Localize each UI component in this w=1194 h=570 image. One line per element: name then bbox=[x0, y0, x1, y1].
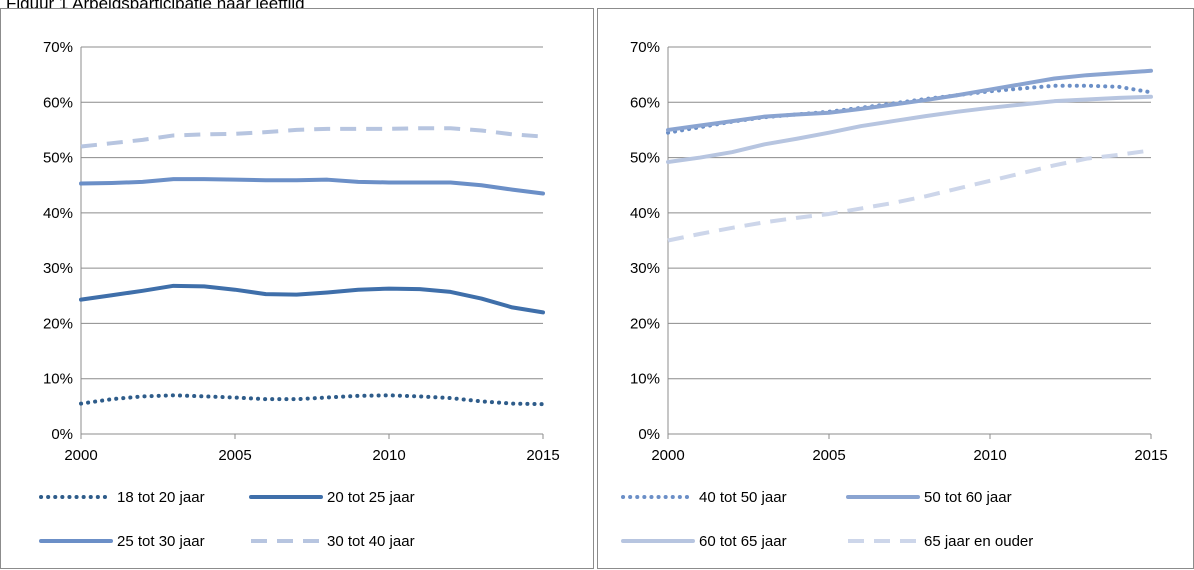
legend-label: 30 tot 40 jaar bbox=[327, 533, 415, 550]
series-line-50-tot-60-jaar bbox=[666, 68, 1153, 132]
line-chart-left: 0% 10% 20% 30% 40% 50% 60% 70% 2000 2005 2010 2015 1… bbox=[39, 39, 560, 550]
chart-panel-left: 0% 10% 20% 30% 40% 50% 60% 70% 2000 2005 2010 2015 1… bbox=[0, 8, 594, 569]
series-line-30-tot-40-jaar bbox=[80, 126, 544, 149]
y-tick-label: 10% bbox=[43, 371, 73, 388]
x-tick-label: 2010 bbox=[372, 447, 405, 464]
x-tick-label: 2005 bbox=[218, 447, 251, 464]
series-line-40-tot-50-jaar bbox=[666, 83, 1153, 135]
x-tick-label: 2000 bbox=[651, 447, 684, 464]
series-line-60-tot-65-jaar bbox=[666, 94, 1153, 164]
y-tick-label: 40% bbox=[630, 205, 660, 222]
y-tick-label: 10% bbox=[630, 371, 660, 388]
y-tick-label: 60% bbox=[630, 94, 660, 111]
y-tick-label: 70% bbox=[43, 39, 73, 56]
y-tick-label: 40% bbox=[43, 205, 73, 222]
y-tick-label: 50% bbox=[43, 150, 73, 167]
series-line-18-tot-20-jaar bbox=[79, 393, 545, 407]
legend-label: 60 tot 65 jaar bbox=[699, 533, 787, 550]
legend-label: 50 tot 60 jaar bbox=[924, 489, 1012, 506]
legend-label: 20 tot 25 jaar bbox=[327, 489, 415, 506]
x-tick-label: 2010 bbox=[973, 447, 1006, 464]
y-tick-label: 50% bbox=[630, 150, 660, 167]
y-tick-label: 20% bbox=[630, 315, 660, 332]
line-chart-right: 0% 10% 20% 30% 40% 50% 60% 70% 2000 2005 2010 2015 4… bbox=[621, 39, 1168, 550]
y-tick-label: 60% bbox=[43, 94, 73, 111]
y-tick-label: 30% bbox=[43, 260, 73, 277]
legend-label: 25 tot 30 jaar bbox=[117, 533, 205, 550]
y-tick-label: 20% bbox=[43, 315, 73, 332]
legend-label: 18 tot 20 jaar bbox=[117, 489, 205, 506]
legend-label: 40 tot 50 jaar bbox=[699, 489, 787, 506]
y-tick-label: 70% bbox=[630, 39, 660, 56]
y-tick-label: 0% bbox=[638, 426, 660, 443]
chart-panel-right: 0% 10% 20% 30% 40% 50% 60% 70% 2000 2005 2010 2015 4… bbox=[597, 8, 1194, 569]
y-tick-label: 0% bbox=[51, 426, 73, 443]
series-line-65-jaar-en-ouder bbox=[667, 148, 1152, 243]
series-line-20-tot-25-jaar bbox=[79, 283, 545, 315]
x-tick-label: 2005 bbox=[812, 447, 845, 464]
series-line-25-tot-30-jaar bbox=[79, 177, 545, 196]
legend-label: 65 jaar en ouder bbox=[924, 533, 1033, 550]
x-tick-label: 2015 bbox=[526, 447, 559, 464]
x-tick-label: 2000 bbox=[64, 447, 97, 464]
y-tick-label: 30% bbox=[630, 260, 660, 277]
x-tick-label: 2015 bbox=[1134, 447, 1167, 464]
